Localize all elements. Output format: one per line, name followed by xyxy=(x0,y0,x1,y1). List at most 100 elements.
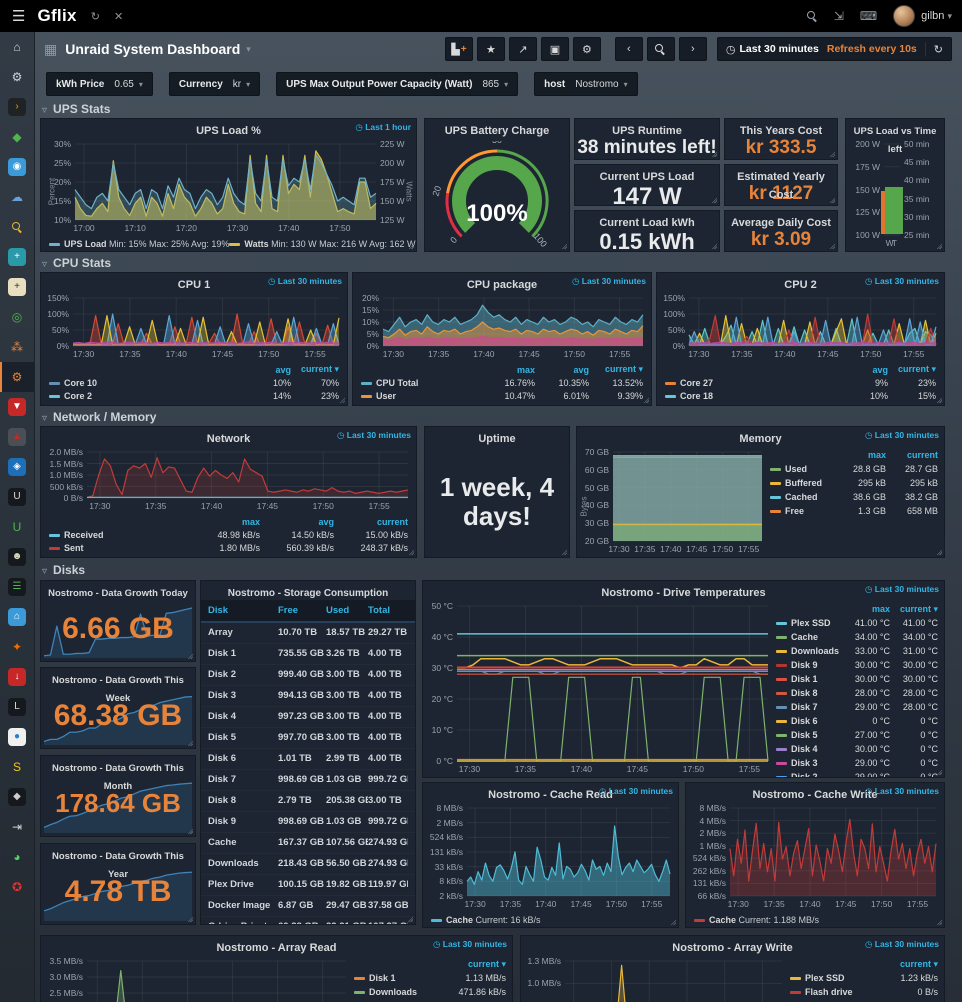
variable-ups-capacity[interactable]: UPS Max Output Power Capacity (Watt) 865 ▾ xyxy=(276,72,519,96)
sidebar-search-app-icon[interactable] xyxy=(0,212,34,242)
kiosk-icon[interactable]: ⌨ xyxy=(859,9,878,23)
column-header[interactable]: Disk xyxy=(208,605,229,616)
legend-sort-header[interactable]: current ▾ xyxy=(899,958,938,969)
legend-series[interactable]: Plex SSD xyxy=(791,618,831,628)
time-picker[interactable]: ◷ Last 30 minutes Refresh every 10s ↻ xyxy=(716,37,952,61)
sidebar-gear-active-icon[interactable]: ⚙ xyxy=(0,362,34,392)
legend-series[interactable]: CPU Total xyxy=(376,377,419,388)
legend-series[interactable]: Watts xyxy=(244,238,269,249)
legend-series[interactable]: Disk 1 xyxy=(369,973,396,983)
sidebar-sabnzbd-icon[interactable]: S xyxy=(12,760,21,774)
legend-series[interactable]: Cache xyxy=(446,914,474,925)
section-disks[interactable]: ▿ Disks xyxy=(42,563,86,577)
legend-sort-header[interactable]: current ▾ xyxy=(300,364,339,374)
legend-series[interactable]: Cache xyxy=(709,914,737,925)
legend-series[interactable]: Disk 9 xyxy=(791,660,818,670)
legend-sort-header[interactable]: avg xyxy=(318,516,334,527)
legend-sort-header[interactable]: avg xyxy=(872,364,888,375)
sidebar-shield-app-icon[interactable]: ▼ xyxy=(0,392,34,422)
refresh-interval-label[interactable]: Refresh every 10s xyxy=(826,43,917,55)
legend-series[interactable]: Flash drive xyxy=(805,987,853,997)
user-menu[interactable]: gilbn ▾ xyxy=(921,10,952,22)
sidebar-settings-icon[interactable]: ⚙ xyxy=(11,70,23,84)
zoom-out-button[interactable] xyxy=(646,37,675,61)
legend-sort-header[interactable]: max xyxy=(867,450,886,460)
section-ups-stats[interactable]: ▿ UPS Stats xyxy=(42,102,111,116)
legend-sort-header[interactable]: current xyxy=(376,516,408,527)
save-button[interactable]: ▣ xyxy=(540,37,569,61)
section-cpu-stats[interactable]: ▿ CPU Stats xyxy=(42,256,112,270)
settings-button[interactable]: ⚙ xyxy=(572,37,601,61)
refresh-tab-icon[interactable]: ↻ xyxy=(90,10,100,23)
legend-series[interactable]: Sent xyxy=(64,542,84,553)
time-range-label[interactable]: Last 30 minutes xyxy=(739,43,819,55)
zoom-prev-button[interactable]: ‹ xyxy=(614,37,643,61)
dashboards-grid-icon[interactable]: ▦ xyxy=(44,40,58,57)
legend-sort-header[interactable]: current ▾ xyxy=(899,603,938,614)
legend-series[interactable]: Cached xyxy=(785,492,818,502)
sidebar-app-teal-icon[interactable]: + xyxy=(0,242,34,272)
legend-series[interactable]: Disk 8 xyxy=(791,688,818,698)
close-tab-icon[interactable]: ✕ xyxy=(113,10,124,23)
sidebar-emby-icon[interactable]: ◆ xyxy=(12,130,22,144)
dashboard-title[interactable]: Unraid System Dashboard xyxy=(65,41,241,57)
legend-series[interactable]: Disk 4 xyxy=(791,744,818,754)
legend-series[interactable]: Disk 3 xyxy=(791,758,818,768)
legend-series[interactable]: Core 27 xyxy=(680,377,714,388)
sidebar-app-green-ring-icon[interactable]: ◎ xyxy=(11,310,23,324)
legend-series[interactable]: Free xyxy=(785,506,805,516)
legend-sort-header[interactable]: avg xyxy=(573,364,589,375)
legend-series[interactable]: Disk 1 xyxy=(791,674,818,684)
variable-kwh-price[interactable]: kWh Price 0.65 ▾ xyxy=(46,72,153,96)
fullscreen-icon[interactable]: ⇲ xyxy=(833,9,844,23)
share-button[interactable]: ↗ xyxy=(508,37,537,61)
variable-currency[interactable]: Currency kr ▾ xyxy=(168,72,261,96)
column-header[interactable]: Used xyxy=(326,605,350,616)
legend-series[interactable]: Disk 5 xyxy=(791,730,818,740)
sidebar-logout-icon[interactable]: ⇥ xyxy=(11,820,23,834)
legend-series[interactable]: Cache xyxy=(791,632,819,642)
legend-series[interactable]: Core 18 xyxy=(680,390,714,401)
refresh-icon[interactable]: ↻ xyxy=(933,43,943,56)
sidebar-beetle-app-icon[interactable]: ☻ xyxy=(0,542,34,572)
star-button[interactable]: ★ xyxy=(476,37,505,61)
column-header[interactable]: Total xyxy=(368,605,390,616)
sidebar-app-blue-icon[interactable]: ◉ xyxy=(0,152,34,182)
search-icon[interactable] xyxy=(806,9,818,23)
legend-sort-header[interactable]: current xyxy=(906,450,938,460)
legend-series[interactable]: Plex SSD xyxy=(805,973,845,983)
sidebar-red-app-icon[interactable]: ✪ xyxy=(11,880,23,894)
sidebar-gitlab-icon[interactable]: ✦ xyxy=(11,640,23,654)
legend-sort-header[interactable]: current ▾ xyxy=(897,364,936,374)
sidebar-home-icon[interactable]: ⌂ xyxy=(13,40,21,54)
sidebar-jacket-app-icon[interactable]: ◆ xyxy=(0,782,34,812)
zoom-next-button[interactable]: › xyxy=(678,37,707,61)
legend-series[interactable]: Downloads xyxy=(369,987,418,997)
sidebar-download-app-icon[interactable]: ↓ xyxy=(0,662,34,692)
sidebar-traffic-app-icon[interactable]: ☰ xyxy=(0,572,34,602)
add-panel-button[interactable]: ▙ + xyxy=(444,37,473,61)
legend-series[interactable]: Received xyxy=(64,529,104,540)
sidebar-plex-icon[interactable]: › xyxy=(0,92,34,122)
sidebar-ubiquiti-icon[interactable]: U xyxy=(0,482,34,512)
sidebar-app-blue2-icon[interactable]: ◈ xyxy=(0,452,34,482)
legend-series[interactable]: Disk 7 xyxy=(791,702,818,712)
section-network-memory[interactable]: ▿ Network / Memory xyxy=(42,410,157,424)
legend-series[interactable]: Core 10 xyxy=(64,377,98,388)
legend-series[interactable]: UPS Load xyxy=(64,238,107,249)
sidebar-lazylibrarian-icon[interactable]: L xyxy=(0,692,34,722)
legend-sort-header[interactable]: max xyxy=(241,516,260,527)
legend-sort-header[interactable]: avg xyxy=(275,364,291,375)
sidebar-triangle-app-icon[interactable]: ▲ xyxy=(0,422,34,452)
legend-series[interactable]: Disk 6 xyxy=(791,716,818,726)
sidebar-water-drop-app-icon[interactable]: ● xyxy=(0,722,34,752)
legend-series[interactable]: Disk 2 xyxy=(791,772,818,777)
sidebar-unraid-icon[interactable]: U xyxy=(12,520,22,534)
legend-series[interactable]: Downloads xyxy=(791,646,840,656)
legend-series[interactable]: User xyxy=(376,390,397,401)
sidebar-github-icon[interactable]: ◕ xyxy=(13,850,21,864)
sidebar-app-cream-icon[interactable]: + xyxy=(0,272,34,302)
menu-icon[interactable]: ☰ xyxy=(12,8,26,25)
sidebar-home-assistant-icon[interactable]: ⌂ xyxy=(0,602,34,632)
legend-series[interactable]: Core 2 xyxy=(64,390,93,401)
